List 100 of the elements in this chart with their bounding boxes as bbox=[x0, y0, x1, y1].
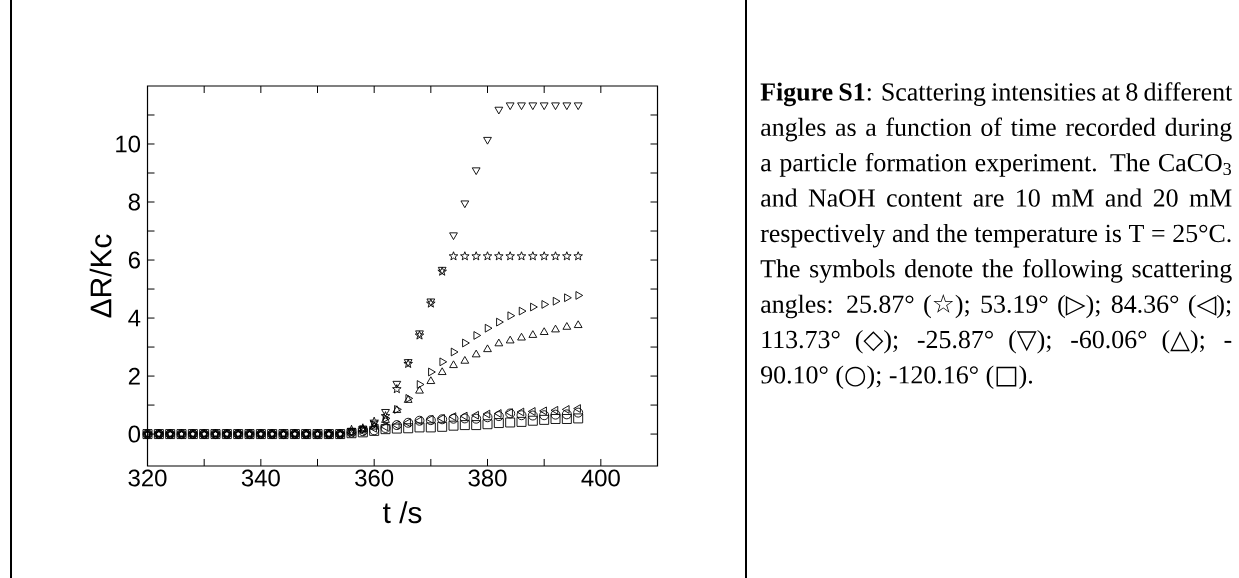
point bbox=[528, 330, 538, 338]
point bbox=[448, 251, 459, 261]
x-tick-label: 400 bbox=[581, 469, 620, 487]
point bbox=[392, 380, 402, 389]
point bbox=[392, 384, 402, 394]
point bbox=[516, 416, 527, 427]
point bbox=[416, 380, 425, 389]
point bbox=[459, 420, 470, 431]
point bbox=[562, 322, 572, 330]
point bbox=[550, 251, 561, 261]
point bbox=[527, 415, 538, 426]
x-tick-label: 320 bbox=[128, 469, 167, 487]
point bbox=[471, 251, 481, 261]
point bbox=[507, 311, 516, 321]
point bbox=[530, 302, 538, 312]
point bbox=[551, 324, 560, 333]
y-axis-title: ΔR/Kc bbox=[89, 234, 112, 318]
point bbox=[505, 251, 515, 261]
point bbox=[550, 405, 559, 415]
point bbox=[493, 411, 504, 422]
point bbox=[527, 410, 538, 421]
point bbox=[505, 335, 515, 344]
point bbox=[539, 414, 550, 425]
point bbox=[573, 251, 583, 261]
point bbox=[539, 410, 550, 421]
point bbox=[539, 327, 549, 335]
point bbox=[517, 332, 526, 341]
x-axis-title: t /s bbox=[383, 501, 422, 524]
point bbox=[494, 106, 504, 115]
point bbox=[482, 251, 493, 261]
point bbox=[482, 419, 493, 430]
y-tick-label: 4 bbox=[128, 309, 141, 327]
point bbox=[550, 409, 561, 420]
point bbox=[437, 421, 448, 432]
point bbox=[539, 102, 549, 111]
point bbox=[471, 413, 482, 424]
point bbox=[494, 251, 504, 261]
point bbox=[414, 422, 425, 433]
point bbox=[426, 376, 436, 384]
point bbox=[471, 167, 481, 176]
point bbox=[561, 409, 572, 420]
point bbox=[573, 320, 583, 328]
point bbox=[518, 306, 527, 316]
x-tick-label: 360 bbox=[355, 469, 394, 487]
point bbox=[484, 323, 493, 333]
point bbox=[450, 347, 459, 357]
y-tick-label: 2 bbox=[128, 367, 140, 385]
x-tick-label: 380 bbox=[468, 469, 507, 487]
point bbox=[528, 102, 538, 111]
point bbox=[539, 251, 549, 261]
point bbox=[415, 385, 424, 394]
x-tick-label: 340 bbox=[241, 469, 280, 487]
point bbox=[403, 423, 414, 434]
point bbox=[561, 405, 570, 414]
point bbox=[552, 296, 561, 306]
point bbox=[482, 412, 493, 423]
point bbox=[428, 367, 436, 377]
point bbox=[505, 417, 516, 428]
point bbox=[527, 407, 536, 416]
point bbox=[460, 200, 470, 209]
point bbox=[471, 349, 481, 358]
point bbox=[493, 418, 504, 428]
point bbox=[459, 411, 468, 421]
point bbox=[460, 251, 470, 261]
point bbox=[482, 409, 491, 419]
point bbox=[483, 136, 492, 145]
point bbox=[439, 357, 448, 367]
point bbox=[528, 251, 538, 261]
point bbox=[551, 102, 560, 111]
point bbox=[425, 422, 436, 433]
point bbox=[448, 420, 459, 431]
point bbox=[471, 410, 479, 420]
point bbox=[471, 420, 482, 431]
point bbox=[517, 102, 526, 111]
point bbox=[459, 413, 470, 424]
y-tick-label: 10 bbox=[116, 135, 141, 153]
point bbox=[564, 293, 572, 303]
y-tick-label: 8 bbox=[128, 193, 140, 211]
y-tick-label: 0 bbox=[128, 425, 141, 443]
point bbox=[473, 331, 482, 340]
point bbox=[573, 407, 584, 418]
point bbox=[460, 356, 470, 364]
point bbox=[562, 251, 572, 261]
point bbox=[483, 344, 492, 353]
point bbox=[493, 409, 502, 418]
point bbox=[539, 406, 547, 416]
point bbox=[561, 414, 572, 424]
point bbox=[462, 338, 470, 348]
point bbox=[494, 338, 504, 347]
text: Figure S1: Scattering intensities at 8 different angles as a function of time recorded during a particle formation experiment. The CaCO$_{3}$ and NaOH content are 10 mM and 20 mM respectively and the temperature is T = 25°C. The symbols denote the following scattering angles: 25.87° (☆); 53.19° (▷); 84.36° (◁); 113.73° (◇); -25.87° (▽); -60.06° (△); -90.10° (○); -120.16° (□). bbox=[760, 82, 1233, 389]
point bbox=[573, 404, 581, 413]
point bbox=[575, 291, 584, 300]
point bbox=[541, 300, 550, 309]
point bbox=[573, 102, 583, 111]
point bbox=[437, 367, 447, 375]
point bbox=[562, 102, 572, 111]
point bbox=[449, 360, 458, 369]
point bbox=[573, 413, 584, 424]
point bbox=[449, 232, 458, 241]
point bbox=[516, 251, 527, 261]
